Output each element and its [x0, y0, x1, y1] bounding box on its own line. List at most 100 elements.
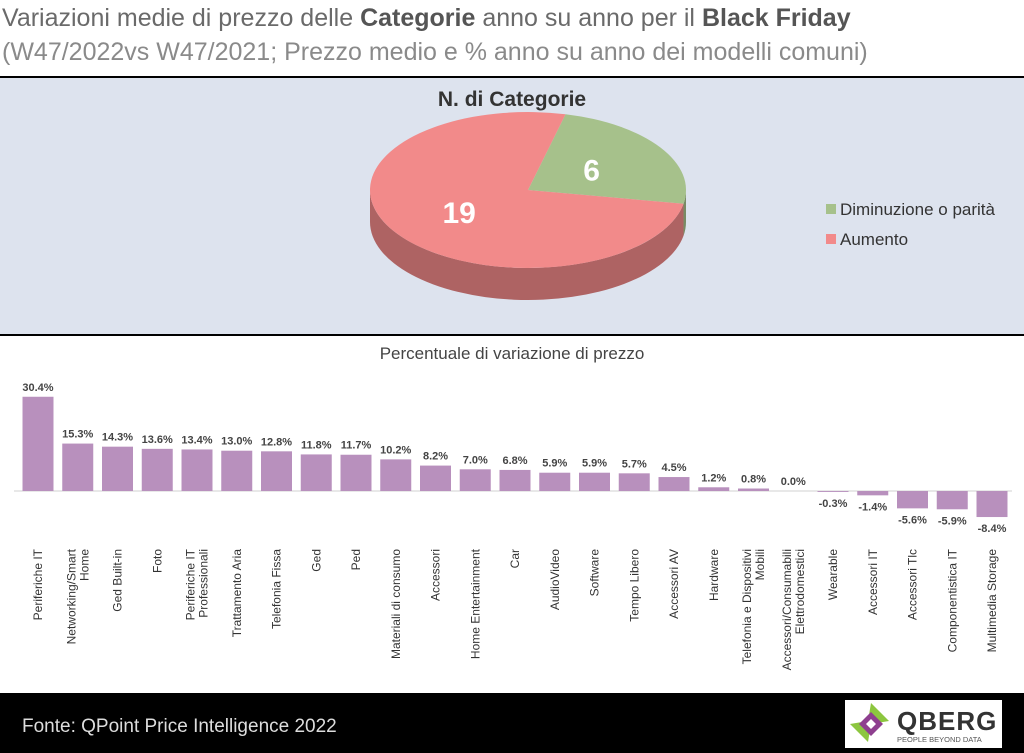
data-label: -1.4% [858, 501, 887, 513]
pie-slice-increase-side [370, 190, 684, 300]
logo-tagline: PEOPLE BEYOND DATA [897, 735, 982, 744]
qberg-logo-icon [850, 703, 889, 742]
data-label: 30.4% [22, 382, 53, 394]
data-label: 5.7% [622, 458, 647, 470]
category-label-line: Home [77, 549, 91, 581]
category-label: Accessori/ConsumabiliElettrodomestici [780, 549, 807, 670]
category-label-line: Wearable [826, 549, 840, 600]
category-label: Hardware [707, 549, 721, 601]
bar [102, 446, 133, 491]
category-label: Accessori [429, 549, 443, 601]
category-label: Componentistica IT [945, 548, 959, 652]
bar [420, 465, 451, 491]
header-title-part: Variazioni medie di prezzo delle [2, 4, 361, 32]
data-label: 12.8% [261, 436, 292, 448]
pie-slice-decrease [528, 114, 686, 204]
category-label: Wearable [826, 549, 840, 600]
pie-value-label: 19 [442, 197, 475, 230]
category-label-line: Software [588, 549, 602, 597]
data-label: -0.3% [819, 498, 848, 510]
chart-header: Variazioni medie di prezzo delle Categor… [0, 0, 1024, 76]
category-label-line: Ped [349, 549, 363, 570]
data-label: 1.2% [701, 472, 726, 484]
category-label-line: Multimedia Storage [985, 549, 999, 653]
data-label: 13.4% [181, 434, 212, 446]
data-label: 5.9% [582, 458, 607, 470]
data-label: 13.0% [221, 436, 252, 448]
category-label: Trattamento Aria [230, 549, 244, 638]
qberg-logo: QBERG PEOPLE BEYOND DATA [845, 700, 1002, 748]
category-label-line: Periferiche IT [31, 548, 45, 620]
category-label: Foto [150, 549, 164, 573]
category-label: AudioVideo [548, 549, 562, 610]
bar [22, 396, 54, 491]
source-note: Fonte: QPoint Price Intelligence 2022 [22, 716, 337, 737]
bar [897, 491, 928, 509]
logo-name: QBERG [897, 706, 998, 736]
category-label: Home Entertainment [468, 548, 482, 659]
category-label: Multimedia Storage [985, 549, 999, 653]
category-label-line: Trattamento Aria [230, 549, 244, 638]
bar [698, 487, 730, 491]
data-label: 0.8% [741, 474, 766, 486]
data-label: 14.3% [102, 432, 133, 444]
data-label: 7.0% [463, 454, 488, 466]
category-label-line: Accessori/Consumabili [780, 549, 794, 670]
category-label: Ged Built-in [111, 549, 125, 612]
bar [976, 491, 1008, 518]
bar-chart-title: Percentuale di variazione di prezzo [379, 344, 645, 363]
bar-chart-panel: Percentuale di variazione di prezzo 30.4… [0, 336, 1024, 693]
category-label-line: AudioVideo [548, 549, 562, 610]
category-label: Telefonia e DispositiviMobili [740, 549, 767, 664]
category-label-line: Componentistica IT [945, 548, 959, 652]
legend-swatch-increase [826, 234, 836, 244]
category-label: Accessori Tlc [906, 549, 920, 620]
category-label-line: Ged [309, 549, 323, 572]
bar [261, 451, 292, 491]
bar [618, 473, 650, 491]
category-label: Accessori IT [866, 548, 880, 615]
category-label-line: Accessori Tlc [906, 549, 920, 620]
bar [857, 491, 889, 496]
bar [738, 488, 769, 491]
legend-item-increase: Aumento [826, 230, 908, 250]
category-label-line: Ged Built-in [111, 549, 125, 612]
category-label-line: Telefonia e Dispositivi [740, 549, 754, 664]
category-label-line: Networking/Smart [64, 548, 78, 644]
category-label-line: Mobili [753, 549, 767, 580]
category-label: Ged [309, 549, 323, 572]
category-label: Periferiche IT [31, 548, 45, 620]
header-title-part-bold: Black Friday [701, 4, 851, 32]
bar [340, 454, 372, 491]
data-label: 11.8% [301, 439, 332, 451]
header-title-part: anno su anno per il [475, 4, 702, 32]
legend-item-decrease: Diminuzione o parità [826, 200, 995, 220]
category-label-line: Car [508, 549, 522, 568]
data-label: -5.6% [898, 514, 927, 526]
data-label: 6.8% [502, 455, 527, 467]
category-label-line: Materiali di consumo [389, 549, 403, 659]
bar [579, 472, 610, 491]
pie-chart-panel: 6 19 N. di Categorie Diminuzione o parità… [0, 78, 1024, 334]
header-subtitle: (W47/2022vs W47/2021; Prezzo medio e % a… [2, 38, 868, 66]
data-label: 8.2% [423, 451, 448, 463]
category-label: Materiali di consumo [389, 549, 403, 659]
bar [499, 469, 531, 491]
bar [817, 491, 849, 492]
bar [62, 443, 94, 491]
bar [181, 449, 213, 491]
category-label: Car [508, 549, 522, 568]
category-label-line: Accessori [429, 549, 443, 601]
bar [300, 454, 332, 491]
bar [658, 477, 690, 491]
category-label-line: Accessori IT [866, 548, 880, 615]
category-label: Accessori AV [667, 549, 681, 619]
data-label: 15.3% [62, 429, 93, 441]
pie-slice-decrease-side [683, 190, 686, 236]
category-label-line: Professionali [197, 549, 211, 618]
pie-chart: 6 19 [370, 112, 686, 300]
category-label-line: Tempo Libero [627, 549, 641, 622]
category-label-line: Accessori AV [667, 549, 681, 619]
pie-chart-title: N. di Categorie [437, 88, 587, 111]
bar [380, 459, 412, 491]
